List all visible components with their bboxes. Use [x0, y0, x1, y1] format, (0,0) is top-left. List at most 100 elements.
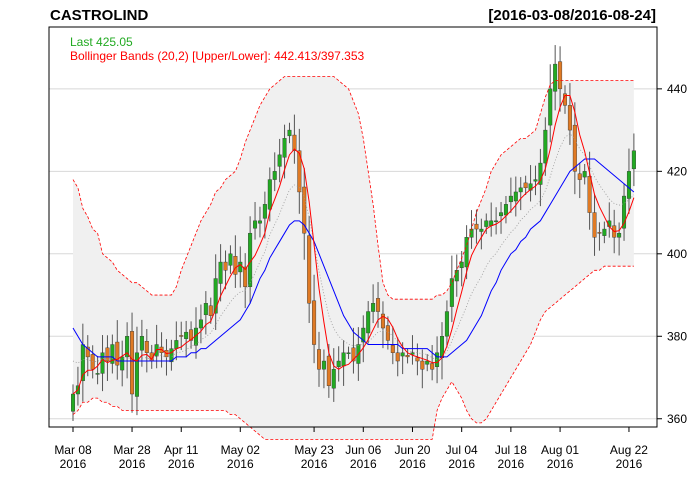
candle-body	[189, 329, 194, 341]
candle-body	[626, 171, 631, 199]
candle-body	[395, 352, 400, 362]
candle	[213, 254, 218, 331]
candle-body	[410, 352, 415, 355]
candle	[435, 336, 440, 384]
candle-body	[125, 336, 130, 358]
candle-body	[272, 171, 277, 180]
candle-body	[70, 393, 75, 412]
candle	[262, 191, 267, 239]
candle-body	[198, 319, 203, 329]
candle-body	[130, 331, 135, 395]
candle	[395, 337, 400, 377]
candle	[110, 334, 115, 374]
candle	[449, 255, 454, 323]
candle-body	[277, 154, 282, 167]
candle	[567, 83, 572, 145]
candle	[233, 235, 238, 288]
candle-body	[454, 270, 459, 282]
candle-body	[474, 223, 479, 230]
candle-body	[243, 266, 248, 287]
candle-body	[257, 220, 262, 224]
candle-body	[336, 360, 341, 367]
candle-body	[567, 105, 572, 131]
candle-body	[597, 232, 602, 234]
candle-body	[376, 298, 381, 312]
bbands-upper-line	[72, 76, 634, 300]
candle-body	[400, 352, 405, 357]
candle-body	[420, 360, 425, 370]
candle	[538, 148, 543, 207]
candle	[223, 250, 228, 290]
candle	[198, 304, 203, 344]
x-tick-year: 2016	[616, 457, 643, 471]
candle-body	[169, 348, 174, 363]
candle	[85, 335, 90, 377]
chart-title: CASTROLIND	[50, 7, 148, 24]
y-tick-label: 400	[667, 247, 687, 261]
candle	[405, 348, 410, 364]
legend-last: Last 425.05	[70, 35, 133, 49]
candle-body	[184, 331, 189, 339]
candle-body	[307, 235, 312, 304]
candle	[272, 152, 277, 192]
candle-body	[425, 360, 430, 365]
candle	[336, 346, 341, 382]
candle	[277, 138, 282, 183]
candle	[228, 245, 233, 274]
candle	[287, 122, 292, 144]
candle	[253, 202, 258, 240]
candle-body	[528, 183, 533, 191]
candle-body	[253, 220, 258, 229]
candle-body	[459, 261, 464, 269]
x-tick-year: 2016	[498, 457, 525, 471]
candle	[366, 301, 371, 344]
candle	[361, 315, 366, 363]
y-tick-label: 440	[667, 82, 687, 96]
x-tick-year: 2016	[547, 457, 574, 471]
candle-body	[134, 352, 139, 397]
candle	[130, 312, 135, 413]
y-tick-label: 420	[667, 164, 687, 178]
bbands-lower-line	[72, 265, 634, 440]
candle-body	[371, 303, 376, 312]
candle-body	[553, 63, 558, 92]
candle-body	[292, 134, 297, 151]
candle	[321, 349, 326, 389]
y-tick-label: 380	[667, 329, 687, 343]
candle-body	[223, 261, 228, 271]
candle	[499, 202, 504, 234]
candle-body	[449, 278, 454, 307]
candle-body	[548, 88, 553, 126]
candle-body	[174, 340, 179, 349]
candle	[577, 162, 582, 199]
candle	[558, 46, 563, 112]
candle	[543, 117, 548, 176]
candle	[513, 176, 518, 217]
candle	[120, 340, 125, 387]
candle-body	[390, 345, 395, 353]
candle	[553, 45, 558, 111]
candle	[218, 244, 223, 302]
candle-body	[85, 346, 90, 358]
x-tick-year: 2016	[227, 457, 254, 471]
candle-body	[115, 341, 120, 366]
candle	[292, 114, 297, 164]
candle	[508, 177, 513, 213]
candle-body	[120, 356, 125, 371]
candle-body	[203, 303, 208, 316]
moving-average-line	[72, 158, 635, 362]
candle	[189, 321, 194, 349]
candle	[631, 133, 636, 187]
candle	[317, 331, 322, 387]
x-tick-label: Mar 28	[113, 443, 151, 457]
candle	[587, 151, 592, 230]
candle-body	[435, 352, 440, 367]
candle	[144, 329, 149, 373]
candle-body	[351, 347, 356, 362]
candle-body	[110, 344, 115, 364]
candle	[169, 339, 174, 371]
candle-body	[494, 220, 499, 223]
x-tick-year: 2016	[350, 457, 377, 471]
x-tick-year: 2016	[119, 457, 146, 471]
